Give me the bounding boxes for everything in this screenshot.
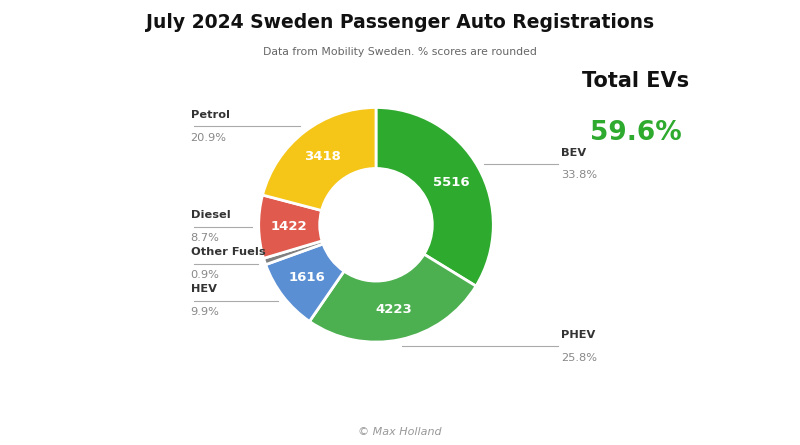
Text: 20.9%: 20.9% bbox=[190, 133, 226, 143]
Text: July 2024 Sweden Passenger Auto Registrations: July 2024 Sweden Passenger Auto Registra… bbox=[146, 13, 654, 32]
Text: Data from Mobility Sweden. % scores are rounded: Data from Mobility Sweden. % scores are … bbox=[263, 47, 537, 57]
Text: © Max Holland: © Max Holland bbox=[358, 427, 442, 437]
Text: HEV: HEV bbox=[190, 284, 217, 294]
Text: 4223: 4223 bbox=[376, 303, 412, 316]
Text: 8.7%: 8.7% bbox=[190, 233, 219, 243]
Wedge shape bbox=[262, 108, 376, 210]
Wedge shape bbox=[258, 195, 322, 259]
Text: Diesel: Diesel bbox=[190, 210, 230, 220]
Wedge shape bbox=[376, 108, 494, 286]
Text: 59.6%: 59.6% bbox=[590, 120, 682, 146]
Text: 3418: 3418 bbox=[305, 150, 342, 162]
Text: BEV: BEV bbox=[562, 148, 586, 158]
Wedge shape bbox=[266, 244, 344, 321]
Text: Total EVs: Total EVs bbox=[582, 71, 690, 91]
Text: Other Fuels: Other Fuels bbox=[190, 247, 266, 257]
Text: 9.9%: 9.9% bbox=[190, 307, 219, 317]
Wedge shape bbox=[263, 241, 323, 265]
Text: 1616: 1616 bbox=[289, 271, 326, 284]
Text: Petrol: Petrol bbox=[190, 110, 230, 120]
Text: 0.9%: 0.9% bbox=[190, 270, 219, 280]
Text: 5516: 5516 bbox=[434, 176, 470, 189]
Text: 25.8%: 25.8% bbox=[562, 353, 598, 363]
Text: PHEV: PHEV bbox=[562, 330, 595, 340]
Text: 33.8%: 33.8% bbox=[562, 170, 598, 181]
Text: 1422: 1422 bbox=[271, 220, 307, 233]
Wedge shape bbox=[310, 254, 476, 342]
